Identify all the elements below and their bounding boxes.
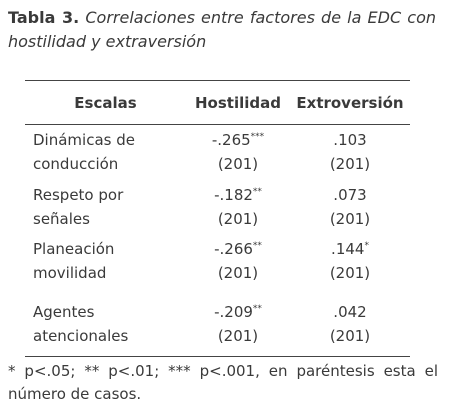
coefficient: .042	[333, 303, 367, 321]
cell-value: .073	[295, 186, 405, 204]
header-cell: Extroversión	[296, 94, 404, 112]
cell-n: (201)	[217, 264, 259, 282]
bottom-rule	[25, 356, 410, 357]
row-label: señales	[33, 210, 90, 228]
cell-value: -.265***	[178, 131, 298, 149]
coefficient: -.209	[214, 303, 253, 321]
cell-n: (201)	[217, 327, 259, 345]
significance: **	[252, 187, 262, 197]
row-label: Planeación	[33, 240, 115, 258]
cell-value: -.182**	[178, 186, 298, 204]
row-label: atencionales	[33, 327, 129, 345]
header-cell: Escalas	[74, 94, 137, 112]
cell-n: (201)	[217, 210, 259, 228]
cell-value: -.209**	[178, 303, 298, 321]
cell-value: .103	[295, 131, 405, 149]
title-label: Tabla 3.	[8, 8, 80, 27]
row-label: Dinámicas de	[33, 131, 135, 149]
significance: *	[364, 241, 369, 251]
coefficient: .103	[333, 131, 367, 149]
title-text: Correlaciones entre factores de la EDC c…	[8, 8, 437, 51]
coefficient: -.265	[211, 131, 251, 149]
cell-n: (201)	[329, 264, 371, 282]
row-label: movilidad	[33, 264, 107, 282]
footnote: * p<.05; ** p<.01; *** p<.001, en parént…	[8, 362, 438, 403]
coefficient: -.182	[214, 186, 253, 204]
significance: ***	[250, 132, 265, 142]
significance: **	[252, 304, 262, 314]
coefficient: .073	[333, 186, 367, 204]
significance: **	[252, 241, 262, 251]
row-label: Agentes	[33, 303, 95, 321]
row-label: Respeto por	[33, 186, 124, 204]
cell-value: -.266**	[178, 240, 298, 258]
top-rule	[25, 80, 410, 81]
cell-n: (201)	[329, 155, 371, 173]
title: Tabla 3. Correlaciones entre factores de…	[8, 6, 436, 54]
cell-n: (201)	[329, 327, 371, 345]
cell-n: (201)	[217, 155, 259, 173]
header-cell: Hostilidad	[195, 94, 281, 112]
row-label: conducción	[33, 155, 119, 173]
header-rule	[25, 124, 410, 125]
cell-n: (201)	[329, 210, 371, 228]
cell-value: .042	[295, 303, 405, 321]
cell-value: .144*	[295, 240, 405, 258]
coefficient: .144	[331, 240, 365, 258]
coefficient: -.266	[214, 240, 253, 258]
